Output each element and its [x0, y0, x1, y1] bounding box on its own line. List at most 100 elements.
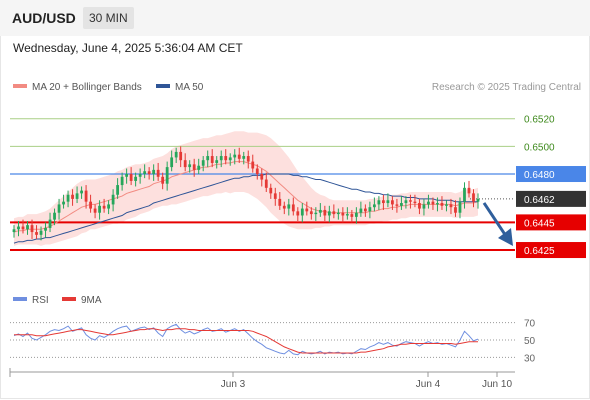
candle-body	[400, 203, 403, 206]
candle-body	[314, 212, 318, 215]
ma20-legend-swatch	[13, 84, 27, 88]
ma20-legend-label: MA 20 + Bollinger Bands	[32, 82, 142, 93]
candle-body	[318, 209, 322, 213]
candle-body	[39, 230, 43, 235]
candle-body	[120, 176, 124, 186]
candle-body	[201, 160, 205, 166]
candle-body	[454, 207, 457, 213]
rsi-ma-line	[14, 328, 478, 354]
level-label-0.6520: 0.6520	[524, 115, 555, 126]
candle-body	[102, 205, 106, 209]
candle-body	[116, 185, 120, 195]
rsi-tick-30: 30	[524, 353, 536, 364]
bollinger-band-area	[14, 131, 478, 246]
candle-body	[21, 226, 25, 230]
candle-body	[436, 203, 439, 205]
level-tag-0.6480	[516, 166, 586, 183]
candle-body	[80, 190, 83, 194]
candle-body	[332, 211, 336, 215]
candle-body	[66, 194, 70, 202]
candle-body	[341, 212, 345, 216]
candle-body	[170, 157, 174, 168]
candle-body	[44, 227, 47, 231]
ma50-legend-swatch	[156, 84, 170, 88]
candle-body	[431, 201, 435, 205]
timeframe-button[interactable]: 30 MIN	[83, 7, 134, 29]
candle-body	[224, 156, 228, 161]
candle-body	[192, 164, 196, 170]
candle-body	[336, 212, 340, 215]
candle-body	[323, 209, 327, 216]
candle-body	[134, 176, 138, 181]
candle-body	[350, 214, 354, 217]
candles	[12, 146, 480, 241]
candle-body	[413, 201, 417, 204]
candle-body	[165, 167, 169, 184]
candle-body	[183, 160, 187, 168]
candle-body	[188, 164, 192, 168]
candle-body	[309, 211, 313, 215]
rsi-line	[13, 323, 479, 356]
rsi-tick-50: 50	[524, 336, 536, 347]
candle-body	[174, 151, 178, 158]
candle-body	[206, 156, 210, 161]
main-legend: MA 20 + Bollinger Bands MA 50 Research ©…	[13, 82, 581, 93]
candle-body	[359, 208, 363, 213]
candle-body	[129, 174, 133, 181]
candle-body	[48, 219, 52, 228]
chart-datetime: Wednesday, June 4, 2025 5:36:04 AM CET	[13, 41, 243, 55]
forecast-arrow-head	[498, 228, 513, 247]
x-axis: Jun 3 Jun 4 Jun 10	[9, 368, 515, 390]
ma50-line	[13, 173, 478, 244]
candle-body	[354, 212, 358, 217]
candle-body	[62, 201, 65, 205]
rsi-legend-swatch	[13, 297, 27, 301]
rsi-ma-legend-label: 9MA	[81, 295, 102, 306]
candle-body	[251, 161, 255, 169]
candle-body	[197, 165, 201, 170]
candle-body	[422, 204, 426, 209]
candle-body	[242, 156, 246, 159]
candle-body	[467, 187, 471, 194]
candle-body	[440, 203, 444, 206]
rsi-tick-70: 70	[524, 319, 536, 330]
level-label-0.6445: 0.6445	[524, 218, 555, 229]
credit-label: Research © 2025 Trading Central	[432, 82, 581, 93]
candle-body	[463, 187, 466, 202]
candle-body	[219, 156, 223, 161]
symbol-label: AUD/USD	[12, 10, 76, 26]
candle-body	[472, 193, 475, 202]
candle-body	[291, 204, 295, 212]
level-tag-0.6445	[516, 214, 586, 231]
candle-body	[260, 174, 264, 180]
candle-body	[458, 201, 462, 213]
candle-body	[300, 208, 304, 216]
level-tag-0.6425	[516, 242, 586, 259]
forecast-arrow	[482, 202, 513, 247]
candle-body	[179, 151, 183, 161]
candle-body	[278, 198, 282, 206]
candle-body	[296, 211, 300, 216]
level-label-0.6462: 0.6462	[524, 195, 555, 206]
candle-body	[305, 208, 309, 212]
candle-body	[449, 204, 453, 208]
candle-body	[125, 174, 129, 177]
rsi-ma-legend-swatch	[62, 297, 76, 301]
candle-body	[147, 171, 151, 175]
candle-body	[143, 171, 147, 175]
candle-body	[404, 200, 408, 204]
candle-body	[391, 200, 394, 205]
ma50-legend-label: MA 50	[175, 82, 204, 93]
candle-body	[255, 168, 259, 175]
candle-body	[12, 229, 16, 233]
candle-body	[386, 200, 390, 204]
candle-body	[210, 156, 214, 163]
top-bar: AUD/USD 30 MIN	[0, 0, 590, 36]
rsi-legend: RSI 9MA	[13, 295, 102, 306]
candle-body	[111, 194, 115, 205]
x-tick-label: Jun 10	[482, 379, 512, 390]
candle-body	[138, 174, 142, 177]
candle-body	[409, 200, 412, 202]
candle-body	[246, 156, 250, 162]
candle-body	[372, 204, 376, 208]
